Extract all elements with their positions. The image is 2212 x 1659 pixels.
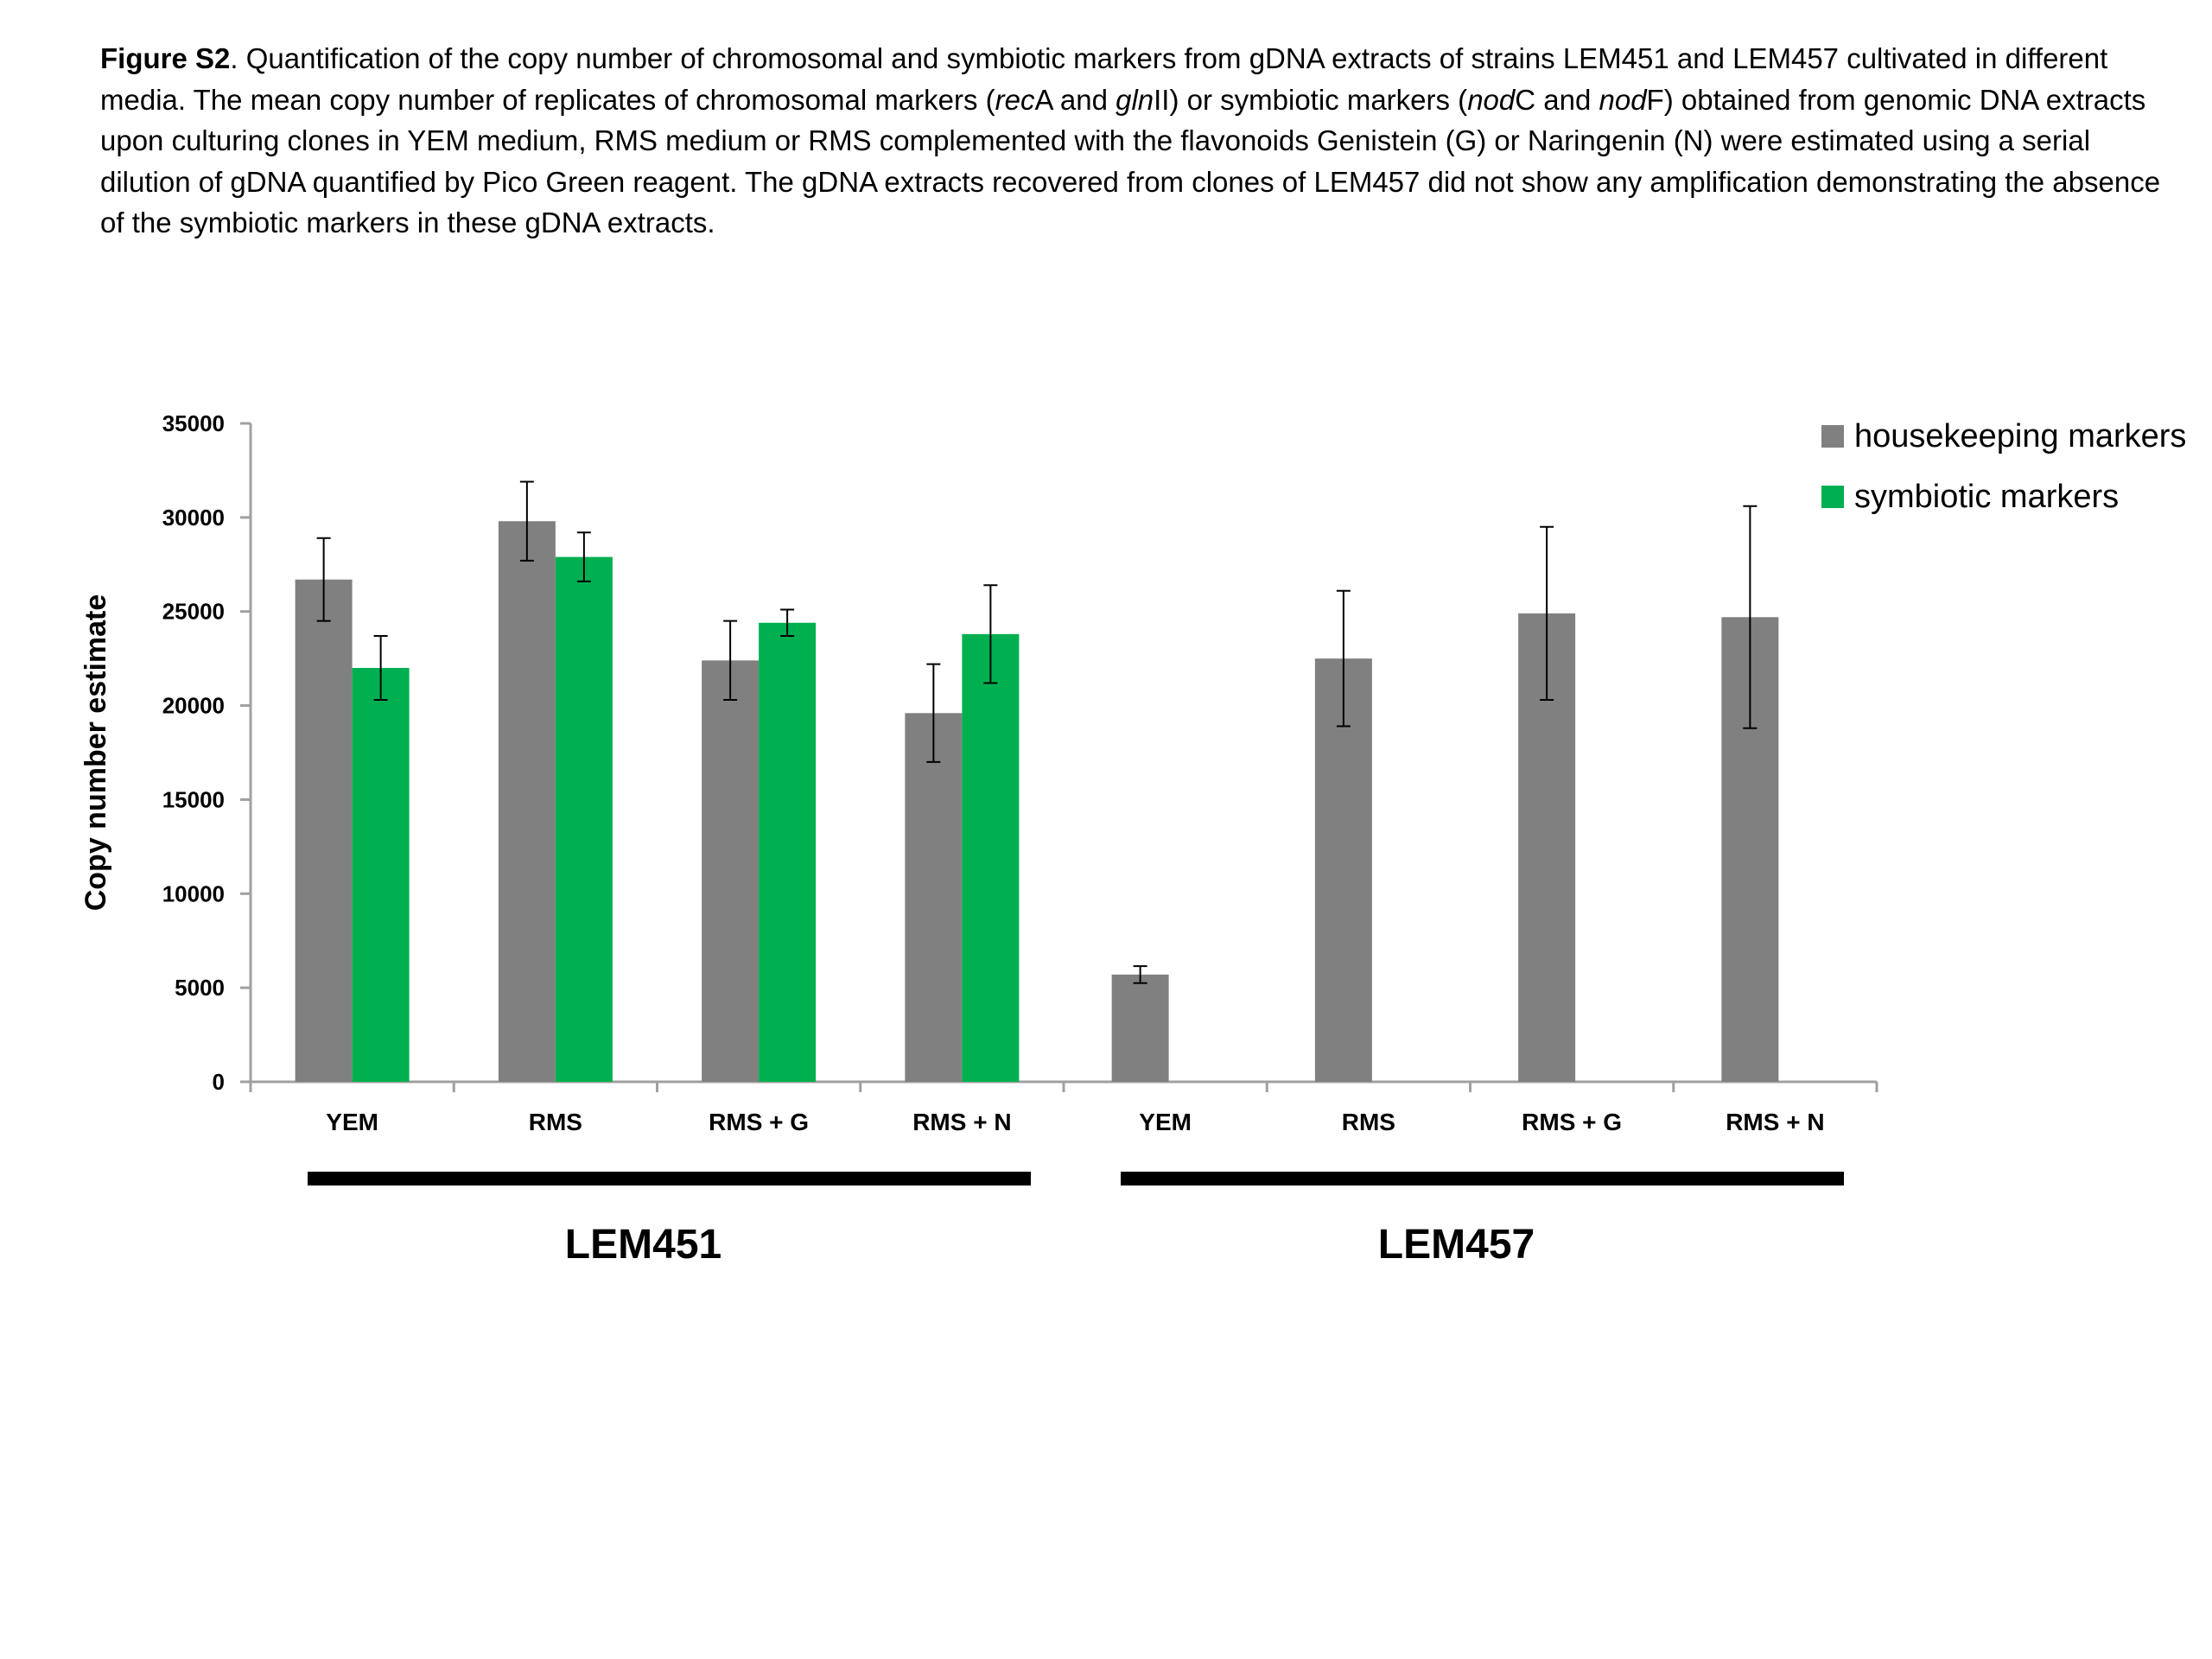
caption-lead: Figure S2 <box>100 42 231 74</box>
y-axis-label: Copy number estimate <box>79 594 112 912</box>
symbiotic-bar <box>555 556 613 1082</box>
housekeeping-bar <box>1111 974 1169 1082</box>
chart-axes <box>240 422 1878 1092</box>
symbiotic-bar <box>352 668 410 1082</box>
group-label-lem457: LEM457 <box>1378 1222 1535 1268</box>
housekeeping-bar <box>498 521 556 1082</box>
caption-text-2: A and <box>1034 83 1116 116</box>
caption-gene-1: rec <box>995 83 1035 116</box>
group-label-lem451: LEM451 <box>565 1222 721 1268</box>
group-bracket-lem451 <box>308 1172 1031 1185</box>
x-category-label: RMS + G <box>709 1109 809 1135</box>
y-tick-label: 5000 <box>175 975 225 1001</box>
housekeeping-bar <box>702 660 760 1082</box>
caption-gene-4: nod <box>1599 83 1647 116</box>
housekeeping-bar <box>905 713 963 1082</box>
legend-swatch-housekeeping <box>1821 425 1844 448</box>
chart-error-bars <box>316 480 1758 984</box>
y-tick-label: 35000 <box>162 410 225 436</box>
x-category-label: RMS <box>529 1109 582 1135</box>
chart-bars <box>295 521 1779 1082</box>
caption-gene-3: nod <box>1467 83 1516 116</box>
y-tick-label: 30000 <box>162 505 225 531</box>
y-tick-label: 15000 <box>162 786 225 812</box>
x-category-label: YEM <box>1139 1109 1192 1135</box>
x-category-label: RMS + N <box>912 1109 1011 1135</box>
caption-text-3: II) or symbiotic markers ( <box>1154 83 1468 116</box>
chart-labels: 0 5000 10000 15000 20000 25000 30000 35000 Copy … <box>79 410 1844 1268</box>
caption-text-5: F) obtained from genomic DNA extracts up… <box>100 83 2161 239</box>
symbiotic-bar <box>962 633 1020 1082</box>
legend-label-housekeeping: housekeeping markers <box>1854 418 2186 454</box>
y-tick-label: 10000 <box>162 880 225 906</box>
housekeeping-bar <box>295 579 353 1082</box>
y-tick-label: 20000 <box>162 693 225 719</box>
figure-caption: Figure S2. Quantification of the copy nu… <box>100 38 2174 244</box>
symbiotic-bar <box>759 622 817 1082</box>
legend-swatch-symbiotic <box>1821 486 1844 508</box>
x-category-label: RMS + N <box>1726 1109 1824 1135</box>
caption-text-4: C and <box>1515 83 1599 116</box>
y-tick-label: 25000 <box>162 599 225 625</box>
legend-label-symbiotic: symbiotic markers <box>1854 479 2119 515</box>
x-category-label: RMS + G <box>1522 1109 1622 1135</box>
chart-legend: housekeeping markers symbiotic markers <box>1821 418 2186 515</box>
group-bracket-lem457 <box>1121 1172 1844 1185</box>
caption-gene-2: gln <box>1116 83 1154 116</box>
housekeeping-bar <box>1314 658 1372 1082</box>
y-tick-label: 0 <box>213 1069 225 1095</box>
x-category-label: RMS <box>1342 1109 1395 1135</box>
x-category-label: YEM <box>326 1109 378 1135</box>
caption-text-1: . Quantification of the copy number of c… <box>100 42 2108 116</box>
